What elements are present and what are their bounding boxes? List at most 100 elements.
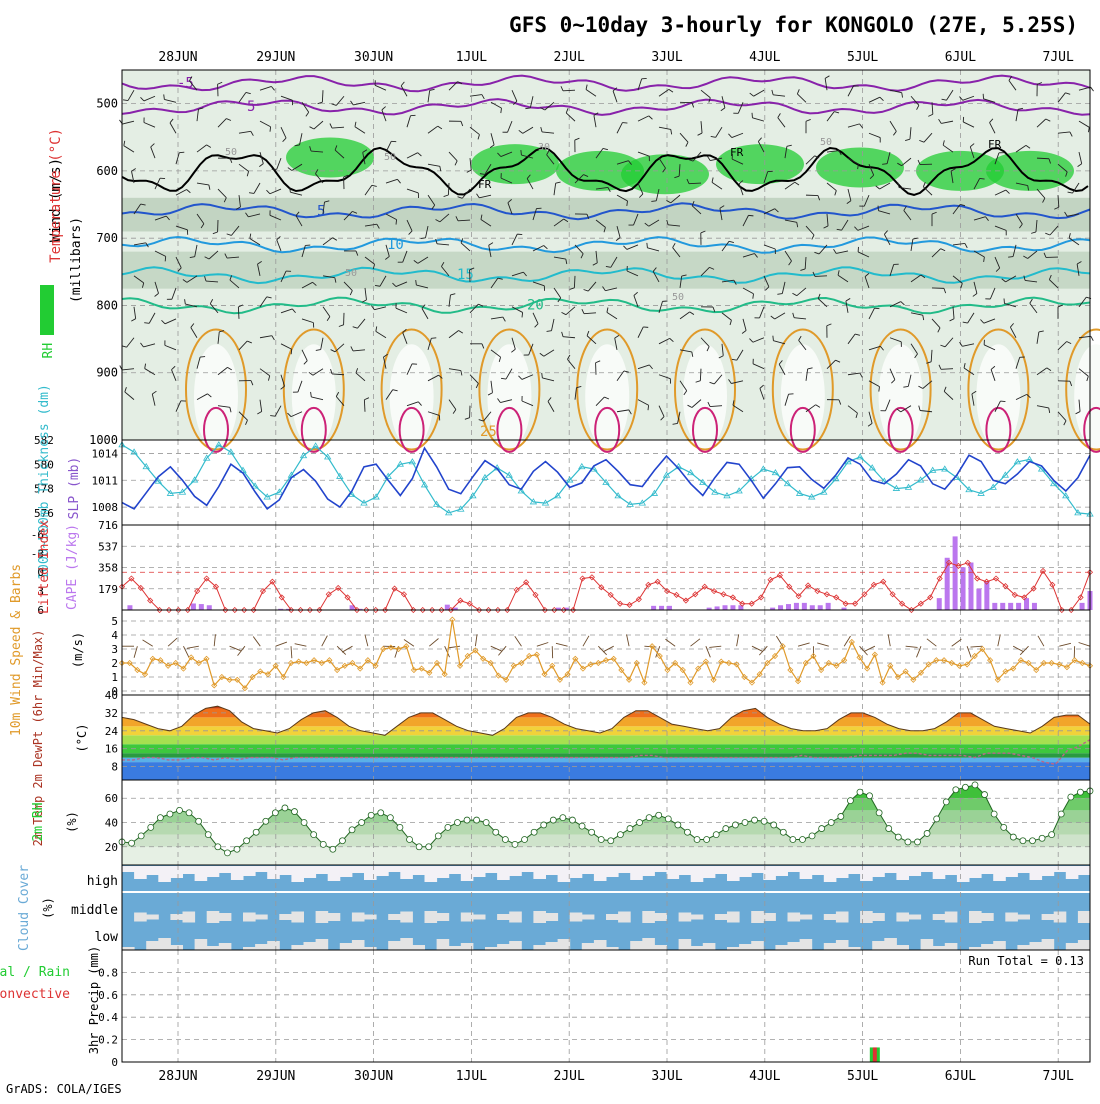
wind-barb [1008,257,1013,258]
slp-tick-label: 1008 [92,501,119,514]
wind-barb [521,150,522,155]
cape-bar [715,606,720,610]
cloud-high-cell [485,866,498,873]
rh-marker [349,827,355,833]
cape-bar [723,605,728,610]
surface-wind-barb [498,646,506,655]
cloud-middle-cell [800,915,813,920]
cloud-low-cell [751,941,764,950]
rh-marker [579,823,585,829]
cloud-high-cell [703,866,716,878]
precip-tick-label: 0.4 [98,1011,118,1024]
cloud-high-cell [183,866,196,874]
bottom-date-label: 29JUN [256,1069,295,1084]
cloud-middle-cell [183,912,196,923]
rh-marker [502,837,508,843]
rh-marker [962,784,968,790]
cape-bar [984,582,989,610]
surface-wind-barb [844,636,850,646]
wind-barb [689,183,701,184]
rh-marker [867,793,873,799]
rh-marker [522,837,528,843]
cloud-high-cell [207,866,220,877]
rh-marker [742,820,748,826]
rh-marker [905,839,911,845]
cloud-high-cell [570,866,583,878]
rh-marker [1058,811,1064,817]
cloud-middle-cell [328,913,341,921]
wind-tick-label: 1 [111,671,118,684]
cape-bar [667,606,672,610]
ylabel-rh2m-units: (%) [65,811,79,833]
cloud-low-cell [291,945,304,950]
cloud-middle-cell [533,911,546,923]
rh-marker [646,815,652,821]
pressure-tick-label: 800 [96,298,118,312]
isotherm-label: 5 [247,99,255,115]
cloud-middle-cell [352,913,365,922]
precip-tick-label: 0.2 [98,1034,118,1047]
cloud-low-cell [158,938,171,950]
cloud-high-cell [1066,866,1079,879]
cape-tick-label: 179 [98,583,118,596]
rh-marker [205,832,211,838]
cloud-low-cell [558,939,571,950]
rh-dry-region [390,344,434,448]
rh-marker [263,818,269,824]
rh-marker [809,833,815,839]
surface-wind-barb [253,636,260,646]
wind-barb [563,90,575,91]
cape-bar [802,603,807,610]
cloud-low-cell [933,946,946,950]
rh-marker [224,850,230,856]
run-total-label: Run Total = 0.13 [968,954,1084,968]
cloud-middle-cell [219,913,232,921]
cloud-high-cell [521,866,534,872]
top-date-label: 2JUL [554,50,585,65]
ylabel-cape: CAPE (J/kg) [65,524,80,610]
cloud-low-cell [896,945,909,950]
cape-bar [992,603,997,610]
cloud-middle-cell [872,913,885,921]
surface-wind-barb [691,639,700,646]
ylabel-temp-units: (°C) [75,724,89,753]
cloud-high-cell [425,866,438,882]
wind-tick-label: 3 [111,643,118,656]
cloud-low-cell [872,941,885,950]
top-date-label: 28JUN [158,50,197,65]
cloud-low-cell [533,945,546,950]
cape-bar [818,605,823,610]
cloud-low-cell [884,938,897,950]
rh-marker [196,818,202,824]
rh-marker [474,817,480,823]
rh-marker [483,820,489,826]
cloud-middle-cell [933,914,946,920]
cloud-high-cell [219,866,232,873]
rh-marker [359,820,365,826]
rh-marker [780,829,786,835]
cloud-middle-cell [1042,914,1055,920]
rh-marker [435,833,441,839]
wind-barb [416,280,417,285]
cloud-middle-cell [582,915,595,920]
wind-barb [164,94,165,99]
top-date-label: 3JUL [651,50,682,65]
cloud-high-cell [836,866,849,878]
rh-marker [311,832,317,838]
surface-wind-barb [404,639,414,646]
cloud-low-cell [412,945,425,950]
rh-moist-region [286,137,374,177]
rh-marker [704,837,710,843]
cloud-middle-cell [606,914,619,920]
cloud-low-cell [509,941,522,950]
rh-marker [694,837,700,843]
pressure-tick-label: 500 [96,97,118,111]
rh-marker [378,810,384,816]
cloud-middle-cell [279,914,292,920]
cape-bar [778,605,783,610]
rh-marker [1049,832,1055,838]
cloud-middle-cell [618,912,631,923]
cloud-middle-cell [473,915,486,920]
rh-tick-label: 60 [105,792,118,805]
cape-bar [207,605,212,610]
